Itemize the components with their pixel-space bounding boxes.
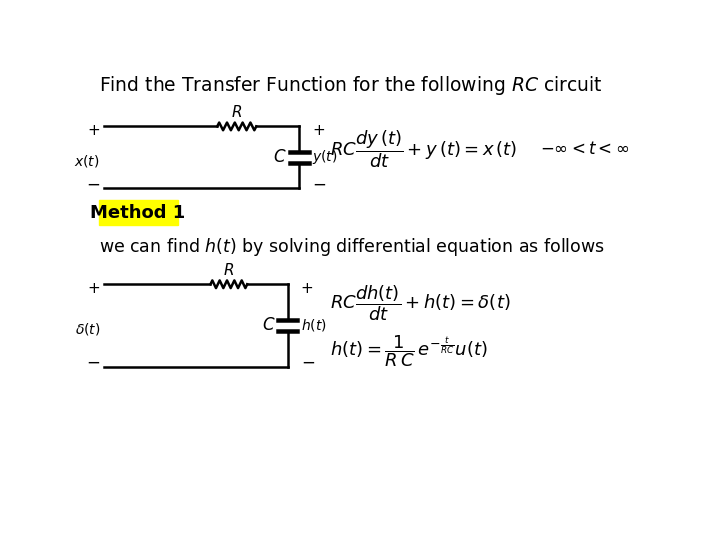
Text: $R$: $R$ bbox=[223, 262, 235, 278]
Text: −: − bbox=[301, 354, 315, 372]
Text: $-\infty < t < \infty$: $-\infty < t < \infty$ bbox=[539, 140, 629, 159]
Text: Find the Transfer Function for the following $RC$ circuit: Find the Transfer Function for the follo… bbox=[99, 74, 603, 97]
Text: +: + bbox=[87, 123, 100, 138]
Text: Method 1: Method 1 bbox=[91, 204, 186, 221]
FancyBboxPatch shape bbox=[99, 200, 178, 225]
Text: −: − bbox=[86, 354, 100, 372]
Text: $C$: $C$ bbox=[274, 148, 287, 166]
Text: −: − bbox=[86, 175, 100, 193]
Text: $C$: $C$ bbox=[261, 316, 275, 334]
Text: $\delta(t)$: $\delta(t)$ bbox=[75, 321, 100, 338]
Text: $h(t)$: $h(t)$ bbox=[301, 318, 327, 333]
Text: +: + bbox=[312, 123, 325, 138]
Text: $x(t)$: $x(t)$ bbox=[74, 153, 100, 169]
Text: +: + bbox=[301, 281, 313, 295]
Text: $y(t)$: $y(t)$ bbox=[312, 148, 338, 166]
Text: $R$: $R$ bbox=[231, 104, 243, 120]
Text: −: − bbox=[312, 175, 326, 193]
Text: $h(t)=\dfrac{1}{R\,C}\,e^{-\frac{t}{RC}}u(t)$: $h(t)=\dfrac{1}{R\,C}\,e^{-\frac{t}{RC}}… bbox=[330, 333, 487, 369]
Text: +: + bbox=[87, 281, 100, 295]
Text: $RC\dfrac{dh(t)}{dt} + h(t) = \delta(t)$: $RC\dfrac{dh(t)}{dt} + h(t) = \delta(t)$ bbox=[330, 284, 510, 323]
Text: $RC\dfrac{dy\,(t)}{dt} + y\,(t)=x\,(t)$: $RC\dfrac{dy\,(t)}{dt} + y\,(t)=x\,(t)$ bbox=[330, 129, 518, 170]
Text: we can find $h(t)$ by solving differential equation as follows: we can find $h(t)$ by solving differenti… bbox=[99, 236, 605, 258]
